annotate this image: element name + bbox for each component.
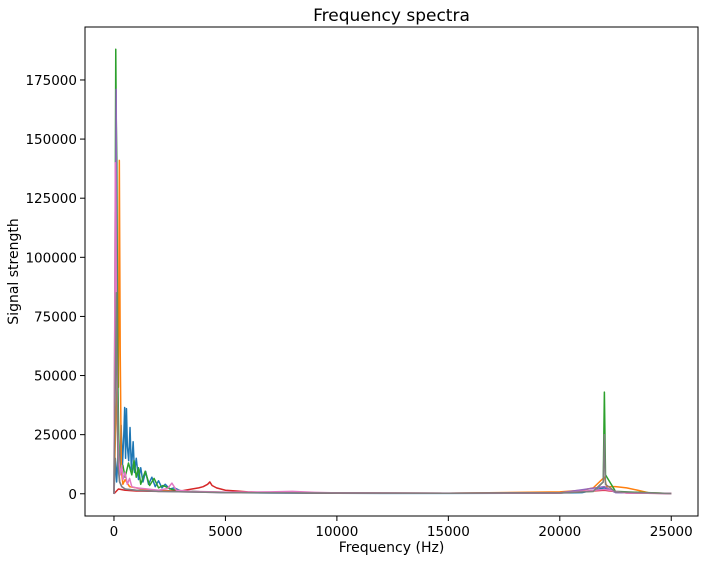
x-tick-label: 5000 — [208, 524, 242, 540]
y-tick-label: 75000 — [34, 309, 77, 325]
y-tick-label: 50000 — [34, 369, 77, 385]
chart-title: Frequency spectra — [313, 6, 470, 26]
series-layer — [113, 48, 672, 495]
x-axis: 0 5000 10000 15000 20000 25000 — [110, 516, 693, 540]
x-tick-label: 20000 — [538, 524, 581, 540]
y-axis-label: Signal strength — [6, 218, 22, 324]
y-tick-label: 125000 — [25, 191, 77, 207]
x-tick-label: 25000 — [650, 524, 693, 540]
series-line-7 — [113, 292, 672, 495]
plot-area — [85, 27, 698, 516]
y-tick-label: 0 — [68, 487, 77, 503]
y-tick-label: 25000 — [34, 428, 77, 444]
x-tick-label: 15000 — [427, 524, 470, 540]
plot-border — [84, 26, 699, 517]
y-axis: 0 25000 50000 75000 100000 125000 150000 175000 — [25, 73, 85, 503]
x-tick-label: 10000 — [315, 524, 358, 540]
x-axis-label: Frequency (Hz) — [339, 540, 445, 556]
y-tick-label: 150000 — [25, 132, 77, 148]
y-tick-label: 100000 — [25, 250, 77, 266]
y-tick-label: 175000 — [25, 73, 77, 89]
x-tick-label: 0 — [110, 524, 119, 540]
